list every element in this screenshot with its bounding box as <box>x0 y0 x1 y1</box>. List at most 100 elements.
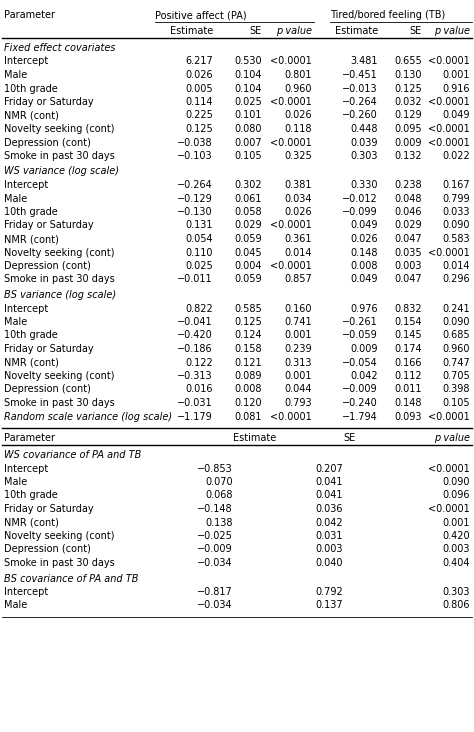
Text: 0.059: 0.059 <box>234 234 262 244</box>
Text: 0.129: 0.129 <box>394 111 422 121</box>
Text: 0.041: 0.041 <box>316 490 343 501</box>
Text: 0.001: 0.001 <box>284 331 312 340</box>
Text: 0.404: 0.404 <box>443 558 470 568</box>
Text: NMR (cont): NMR (cont) <box>4 111 59 121</box>
Text: −0.817: −0.817 <box>197 587 233 597</box>
Text: 0.361: 0.361 <box>284 234 312 244</box>
Text: 0.806: 0.806 <box>443 600 470 610</box>
Text: 3.481: 3.481 <box>350 56 378 67</box>
Text: 0.303: 0.303 <box>443 587 470 597</box>
Text: <0.0001: <0.0001 <box>270 138 312 148</box>
Text: 0.105: 0.105 <box>442 398 470 408</box>
Text: −0.148: −0.148 <box>197 504 233 514</box>
Text: BS covariance of PA and TB: BS covariance of PA and TB <box>4 573 138 583</box>
Text: −0.240: −0.240 <box>342 398 378 408</box>
Text: 0.003: 0.003 <box>394 261 422 271</box>
Text: 0.046: 0.046 <box>394 207 422 217</box>
Text: 0.026: 0.026 <box>284 207 312 217</box>
Text: Male: Male <box>4 317 27 327</box>
Text: SE: SE <box>410 26 422 36</box>
Text: 0.239: 0.239 <box>284 344 312 354</box>
Text: 0.448: 0.448 <box>350 124 378 134</box>
Text: 6.217: 6.217 <box>185 56 213 67</box>
Text: 0.296: 0.296 <box>442 274 470 285</box>
Text: 10th grade: 10th grade <box>4 490 58 501</box>
Text: 0.014: 0.014 <box>284 247 312 258</box>
Text: 0.022: 0.022 <box>442 151 470 161</box>
Text: Friday or Saturday: Friday or Saturday <box>4 220 94 231</box>
Text: 0.120: 0.120 <box>234 398 262 408</box>
Text: Novelty seeking (cont): Novelty seeking (cont) <box>4 371 115 381</box>
Text: 0.090: 0.090 <box>443 220 470 231</box>
Text: 0.049: 0.049 <box>350 274 378 285</box>
Text: SE: SE <box>343 433 355 443</box>
Text: Smoke in past 30 days: Smoke in past 30 days <box>4 274 115 285</box>
Text: −0.260: −0.260 <box>342 111 378 121</box>
Text: Depression (cont): Depression (cont) <box>4 138 91 148</box>
Text: −0.420: −0.420 <box>177 331 213 340</box>
Text: 0.001: 0.001 <box>443 70 470 80</box>
Text: −0.129: −0.129 <box>177 193 213 203</box>
Text: −0.009: −0.009 <box>197 545 233 555</box>
Text: 0.381: 0.381 <box>284 180 312 190</box>
Text: −0.034: −0.034 <box>197 558 233 568</box>
Text: p value: p value <box>276 26 312 36</box>
Text: NMR (cont): NMR (cont) <box>4 357 59 367</box>
Text: −0.264: −0.264 <box>177 180 213 190</box>
Text: 0.014: 0.014 <box>443 261 470 271</box>
Text: 0.003: 0.003 <box>443 545 470 555</box>
Text: 0.137: 0.137 <box>315 600 343 610</box>
Text: WS covariance of PA and TB: WS covariance of PA and TB <box>4 450 141 460</box>
Text: WS variance (log scale): WS variance (log scale) <box>4 166 119 176</box>
Text: 0.034: 0.034 <box>284 193 312 203</box>
Text: Novelty seeking (cont): Novelty seeking (cont) <box>4 531 115 541</box>
Text: <0.0001: <0.0001 <box>428 411 470 422</box>
Text: 0.081: 0.081 <box>235 411 262 422</box>
Text: 0.916: 0.916 <box>443 83 470 94</box>
Text: −0.038: −0.038 <box>177 138 213 148</box>
Text: 0.530: 0.530 <box>234 56 262 67</box>
Text: 0.302: 0.302 <box>234 180 262 190</box>
Text: 0.004: 0.004 <box>235 261 262 271</box>
Text: 0.039: 0.039 <box>350 138 378 148</box>
Text: −0.130: −0.130 <box>177 207 213 217</box>
Text: 0.110: 0.110 <box>185 247 213 258</box>
Text: p value: p value <box>434 433 470 443</box>
Text: 0.009: 0.009 <box>350 344 378 354</box>
Text: 0.005: 0.005 <box>185 83 213 94</box>
Text: 0.033: 0.033 <box>443 207 470 217</box>
Text: <0.0001: <0.0001 <box>270 261 312 271</box>
Text: 0.960: 0.960 <box>443 344 470 354</box>
Text: Intercept: Intercept <box>4 463 48 474</box>
Text: 0.585: 0.585 <box>234 304 262 313</box>
Text: 0.032: 0.032 <box>394 97 422 107</box>
Text: 0.960: 0.960 <box>284 83 312 94</box>
Text: <0.0001: <0.0001 <box>270 411 312 422</box>
Text: Intercept: Intercept <box>4 56 48 67</box>
Text: 0.040: 0.040 <box>316 558 343 568</box>
Text: 0.036: 0.036 <box>316 504 343 514</box>
Text: 0.026: 0.026 <box>350 234 378 244</box>
Text: 0.112: 0.112 <box>394 371 422 381</box>
Text: <0.0001: <0.0001 <box>428 56 470 67</box>
Text: 0.238: 0.238 <box>394 180 422 190</box>
Text: 0.313: 0.313 <box>284 357 312 367</box>
Text: 0.001: 0.001 <box>443 518 470 528</box>
Text: −0.451: −0.451 <box>342 70 378 80</box>
Text: 0.047: 0.047 <box>394 234 422 244</box>
Text: −0.013: −0.013 <box>342 83 378 94</box>
Text: 0.857: 0.857 <box>284 274 312 285</box>
Text: 0.685: 0.685 <box>442 331 470 340</box>
Text: 0.025: 0.025 <box>234 97 262 107</box>
Text: 0.325: 0.325 <box>284 151 312 161</box>
Text: −0.103: −0.103 <box>177 151 213 161</box>
Text: 0.096: 0.096 <box>443 490 470 501</box>
Text: −0.031: −0.031 <box>177 398 213 408</box>
Text: 0.118: 0.118 <box>284 124 312 134</box>
Text: SE: SE <box>250 26 262 36</box>
Text: 0.044: 0.044 <box>284 384 312 395</box>
Text: 0.121: 0.121 <box>234 357 262 367</box>
Text: Parameter: Parameter <box>4 433 55 443</box>
Text: 0.303: 0.303 <box>350 151 378 161</box>
Text: p value: p value <box>434 26 470 36</box>
